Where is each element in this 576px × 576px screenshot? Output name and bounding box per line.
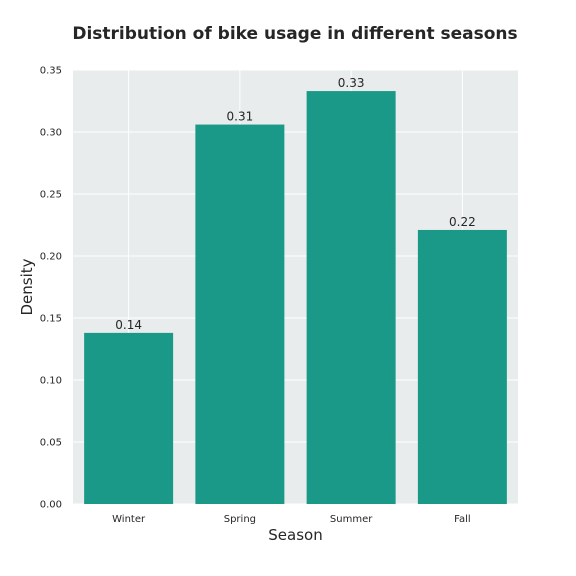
data-label: 0.14 — [115, 318, 142, 332]
bar-fall — [417, 229, 507, 504]
x-tick-label: Winter — [112, 514, 146, 525]
x-tick-label: Fall — [454, 514, 471, 525]
x-axis-ticks: Winter Spring Summer Fall — [112, 514, 471, 525]
bars: 0.14 0.31 0.33 0.22 — [84, 76, 507, 504]
data-label: 0.33 — [338, 76, 365, 90]
bar-winter — [84, 332, 174, 504]
y-tick-label: 0.30 — [40, 128, 62, 139]
bar-summer — [306, 91, 396, 504]
y-tick-label: 0.05 — [40, 438, 62, 449]
y-tick-label: 0.35 — [40, 66, 62, 77]
y-tick-label: 0.25 — [40, 190, 62, 201]
y-axis-ticks: 0.00 0.05 0.10 0.15 0.20 0.25 0.30 0.35 — [40, 66, 62, 511]
data-label: 0.31 — [227, 110, 254, 124]
y-axis-label: Density — [18, 258, 36, 315]
y-tick-label: 0.20 — [40, 252, 62, 263]
y-tick-label: 0.10 — [40, 376, 62, 387]
chart-title: Distribution of bike usage in different … — [72, 24, 518, 44]
x-tick-label: Summer — [330, 514, 373, 525]
data-label: 0.22 — [449, 215, 476, 229]
x-tick-label: Spring — [224, 514, 256, 525]
y-tick-label: 0.00 — [40, 500, 62, 511]
bar-spring — [195, 124, 285, 504]
x-axis-label: Season — [268, 526, 322, 544]
y-tick-label: 0.15 — [40, 314, 62, 325]
